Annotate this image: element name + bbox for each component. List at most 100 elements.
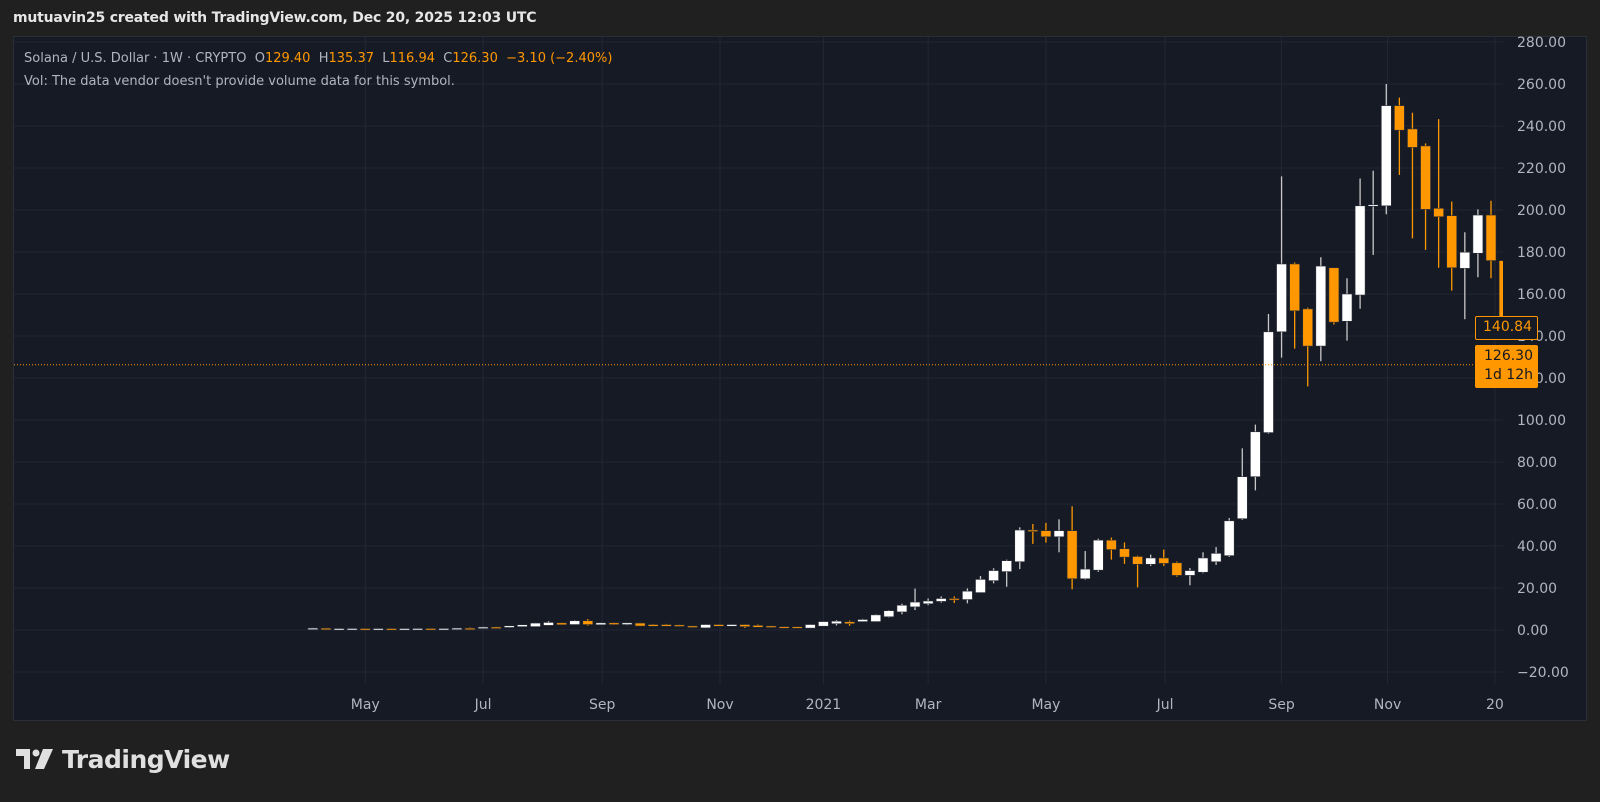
candle-up: [818, 621, 829, 627]
candle-up: [1263, 313, 1274, 434]
candle-up: [1223, 518, 1235, 557]
candle-body: [1315, 265, 1327, 347]
candle-body: [530, 622, 541, 627]
candle-down: [1289, 262, 1300, 349]
candle-body: [1328, 267, 1340, 323]
candle-body: [752, 625, 764, 628]
symbol-legend: Solana / U.S. Dollar · 1W · CRYPTO O129.…: [24, 47, 612, 93]
candle-body: [1236, 476, 1248, 520]
candle-up: [922, 598, 934, 606]
candle-body: [647, 624, 659, 627]
time-axis[interactable]: May Jul Sep Nov 2021 Mar May Jul Sep Nov 20: [351, 697, 1504, 713]
candle-body: [1040, 530, 1052, 538]
candle-body: [1223, 520, 1235, 556]
candle-up: [503, 625, 515, 628]
candle-up: [935, 596, 947, 603]
time-tick-label: May: [1031, 697, 1060, 713]
candle-up: [1276, 176, 1287, 358]
price-tick-label: 40.00: [1517, 539, 1557, 555]
candle-body: [425, 628, 437, 631]
candle-up: [831, 620, 842, 626]
price-tick-label: 180.00: [1517, 245, 1566, 261]
time-tick-label: 20: [1486, 697, 1504, 713]
candle-down: [1302, 307, 1314, 387]
candle-body: [1079, 568, 1091, 580]
candles: [307, 84, 1503, 631]
candle-body: [844, 621, 855, 624]
candle-body: [674, 624, 685, 627]
candle-body: [1158, 557, 1170, 564]
candle-body: [949, 598, 960, 601]
candle-down: [1485, 200, 1497, 279]
time-tick-label: Nov: [706, 697, 733, 713]
candle-up: [1197, 552, 1209, 574]
candle-up: [1315, 257, 1327, 362]
open-label: O: [254, 51, 265, 66]
time-tick-label: May: [351, 697, 380, 713]
price-tick-label: 60.00: [1517, 497, 1557, 513]
candle-up: [1236, 448, 1248, 520]
candle-body: [1407, 128, 1418, 148]
candle-body: [1106, 539, 1117, 550]
open-value: 129.40: [264, 51, 311, 66]
price-tick-label: 160.00: [1517, 287, 1566, 303]
candle-down: [1119, 542, 1130, 564]
candle-up: [438, 628, 450, 631]
candle-body: [595, 622, 607, 626]
candle-body: [503, 625, 515, 628]
candle-body: [543, 622, 554, 626]
price-tick-label: 260.00: [1517, 77, 1566, 93]
candle-body: [857, 619, 868, 622]
candle-body: [608, 622, 620, 625]
tradingview-logo[interactable]: TradingView: [16, 745, 230, 774]
candle-up: [1341, 278, 1353, 341]
candle-down: [778, 626, 790, 629]
candle-body: [1472, 214, 1484, 254]
candle-body: [975, 579, 986, 593]
candle-down: [608, 622, 620, 625]
candle-up: [883, 610, 895, 618]
candle-body: [307, 627, 319, 630]
candle-body: [831, 620, 842, 624]
candle-up: [896, 603, 908, 615]
candle-down: [1158, 549, 1170, 566]
candle-up: [1472, 209, 1484, 278]
candle-down: [386, 628, 397, 631]
candle-body: [1341, 293, 1353, 322]
ohlc-row: Solana / U.S. Dollar · 1W · CRYPTO O129.…: [24, 47, 612, 70]
candle-body: [765, 625, 777, 628]
candle-body: [1145, 557, 1156, 565]
candle-down: [791, 626, 803, 629]
candle-body: [687, 625, 698, 628]
candle-up: [1210, 547, 1222, 565]
price-tick-label: 80.00: [1517, 455, 1557, 471]
candle-up: [975, 576, 986, 593]
candle-down: [647, 624, 659, 627]
candle-body: [582, 620, 594, 625]
candle-body: [1459, 251, 1471, 269]
candle-body: [922, 600, 934, 605]
candle-up: [517, 624, 528, 627]
low-label: L: [382, 51, 390, 66]
candle-body: [962, 590, 973, 600]
candle-body: [451, 627, 463, 630]
price-tick-label: 20.00: [1517, 581, 1557, 597]
candle-body: [1433, 208, 1444, 218]
candle-body: [700, 624, 711, 629]
time-tick-label: Jul: [474, 697, 492, 713]
candle-body: [1014, 529, 1026, 563]
candle-down: [765, 625, 777, 628]
time-tick-label: Sep: [589, 697, 616, 713]
candle-up: [621, 622, 633, 626]
candle-up: [1354, 178, 1366, 309]
symbol-title[interactable]: Solana / U.S. Dollar · 1W · CRYPTO: [24, 51, 247, 66]
candle-body: [1276, 263, 1287, 333]
candle-up: [962, 588, 973, 604]
logo-text: TradingView: [62, 745, 230, 774]
candle-up: [595, 622, 607, 626]
candle-body: [517, 624, 528, 627]
candle-up: [569, 620, 581, 625]
candle-body: [1367, 204, 1379, 207]
candle-down: [1066, 506, 1078, 590]
